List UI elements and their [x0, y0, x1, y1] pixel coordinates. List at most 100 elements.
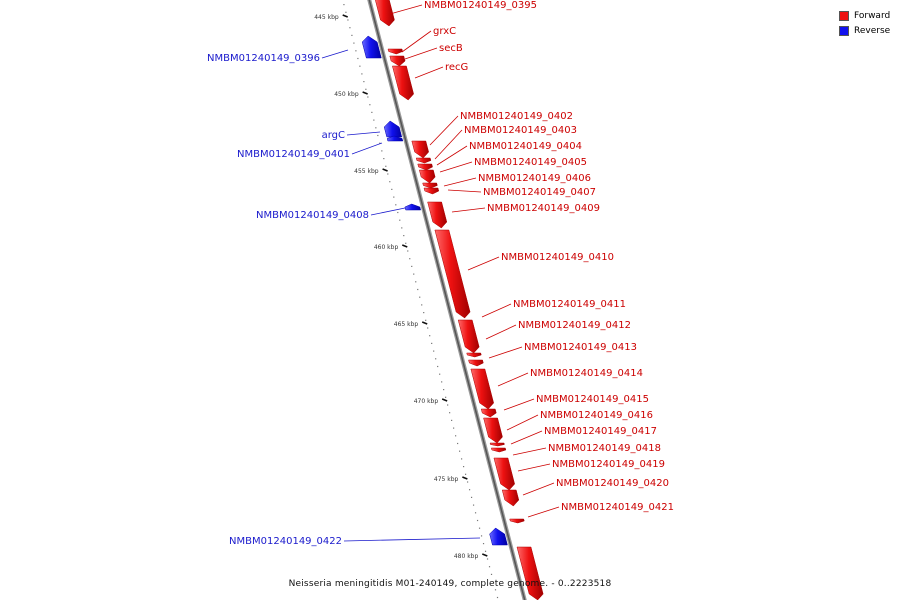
tick-label: 480 kbp [454, 553, 479, 560]
gene-label[interactable]: NMBM01240149_0409 [487, 203, 600, 214]
minor-tick [345, 11, 347, 13]
gene-leader-line [414, 66, 444, 79]
gene-arrow[interactable] [466, 352, 482, 358]
gene-label[interactable]: NMBM01240149_0402 [460, 111, 573, 122]
gene-arrow[interactable] [389, 55, 406, 67]
gene-arrow[interactable] [457, 319, 480, 354]
minor-tick [464, 473, 467, 475]
major-tick [462, 476, 468, 480]
gene-arrow[interactable] [361, 35, 382, 59]
gene-label[interactable]: NMBM01240149_0407 [483, 187, 596, 198]
gene-leader-line [321, 49, 349, 59]
gene-label[interactable]: secB [439, 43, 463, 54]
gene-arrow[interactable] [415, 157, 432, 164]
gene-arrow[interactable] [489, 442, 505, 447]
minor-tick [453, 427, 455, 429]
minor-tick [431, 342, 433, 344]
gene-leader-line [370, 207, 406, 216]
minor-tick [437, 365, 439, 368]
gene-arrow[interactable] [422, 182, 438, 189]
gene-arrow[interactable] [427, 201, 448, 229]
gene-label[interactable]: NMBM01240149_0405 [474, 157, 587, 168]
gene-label[interactable]: NMBM01240149_0416 [540, 410, 653, 421]
gene-arrow[interactable] [509, 518, 525, 524]
gene-label[interactable]: NMBM01240149_0413 [524, 342, 637, 353]
gene-arrow[interactable] [480, 408, 497, 418]
minor-tick [468, 489, 471, 491]
gene-label[interactable]: NMBM01240149_0422 [229, 536, 342, 547]
minor-tick [397, 211, 399, 214]
gene-label[interactable]: NMBM01240149_0421 [561, 502, 674, 513]
gene-arrow[interactable] [404, 203, 422, 211]
gene-label[interactable]: NMBM01240149_0395 [424, 0, 537, 11]
gene-arrow[interactable] [419, 169, 436, 184]
gene-track [361, 0, 544, 600]
legend-item-forward: Forward [839, 8, 890, 23]
gene-arrow[interactable] [434, 229, 471, 319]
minor-tick [363, 81, 365, 83]
gene-label[interactable]: grxC [433, 26, 456, 37]
minor-tick [494, 589, 497, 591]
minor-tick [351, 34, 353, 36]
gene-label[interactable]: NMBM01240149_0408 [256, 210, 369, 221]
gene-arrow[interactable] [491, 447, 507, 453]
gene-arrow[interactable] [383, 120, 403, 138]
gene-label[interactable]: NMBM01240149_0412 [518, 320, 631, 331]
minor-tick [476, 519, 479, 522]
gene-label[interactable]: NMBM01240149_0403 [464, 125, 577, 136]
major-tick [362, 91, 368, 95]
minor-tick [429, 335, 431, 337]
gene-label[interactable]: NMBM01240149_0404 [469, 141, 582, 152]
gene-leader-line [512, 447, 547, 456]
gene-label[interactable]: NMBM01240149_0414 [530, 368, 643, 379]
minor-tick [379, 142, 381, 144]
minor-tick [482, 543, 485, 545]
gene-arrow[interactable] [392, 65, 414, 101]
gene-arrow[interactable] [489, 527, 508, 546]
tick-label: 465 kbp [394, 321, 419, 328]
gene-arrow[interactable] [468, 359, 484, 367]
minor-tick [405, 242, 407, 244]
gene-label[interactable]: NMBM01240149_0420 [556, 478, 669, 489]
tick-label: 450 kbp [334, 91, 359, 98]
gene-leader-line [510, 430, 543, 445]
minor-tick [439, 373, 441, 375]
gene-arrow[interactable] [423, 187, 440, 195]
gene-arrow[interactable] [493, 457, 515, 491]
gene-arrow[interactable] [501, 489, 520, 507]
gene-label[interactable]: NMBM01240149_0401 [237, 149, 350, 160]
gene-label[interactable]: NMBM01240149_0419 [552, 459, 665, 470]
gene-arrow[interactable] [470, 368, 494, 410]
gene-arrow[interactable] [417, 163, 433, 171]
gene-label[interactable]: NMBM01240149_0418 [548, 443, 661, 454]
gene-label[interactable]: NMBM01240149_0411 [513, 299, 626, 310]
gene-label[interactable]: NMBM01240149_0396 [207, 53, 320, 64]
gene-label[interactable]: NMBM01240149_0417 [544, 426, 657, 437]
gene-arrow[interactable] [386, 135, 404, 142]
minor-tick [391, 188, 393, 190]
minor-tick [401, 227, 403, 229]
minor-tick [478, 527, 481, 529]
minor-tick [451, 419, 453, 421]
gene-label[interactable]: recG [445, 62, 468, 73]
minor-tick [381, 150, 383, 152]
gene-arrow[interactable] [516, 546, 544, 600]
gene-leader-line [429, 115, 459, 146]
gene-leader-line [522, 482, 555, 496]
gene-arrow[interactable] [375, 0, 395, 27]
gene-arrow[interactable] [411, 140, 429, 159]
gene-label[interactable]: NMBM01240149_0415 [536, 394, 649, 405]
gene-label[interactable]: NMBM01240149_0410 [501, 252, 614, 263]
minor-tick [347, 19, 349, 21]
gene-arrow[interactable] [387, 48, 403, 55]
minor-tick [375, 127, 377, 129]
minor-tick [433, 350, 435, 352]
ruler: 445 kbp 450 kbp 455 kbp 460 kbp 465 kbp 470 k… [314, 4, 499, 599]
gene-label[interactable]: argC [322, 130, 345, 141]
gene-leader-line [346, 131, 381, 136]
minor-tick [353, 42, 355, 44]
gene-arrow[interactable] [483, 417, 503, 444]
gene-label[interactable]: NMBM01240149_0406 [478, 173, 591, 184]
minor-tick [387, 173, 389, 175]
gene-leader-line [503, 398, 535, 411]
